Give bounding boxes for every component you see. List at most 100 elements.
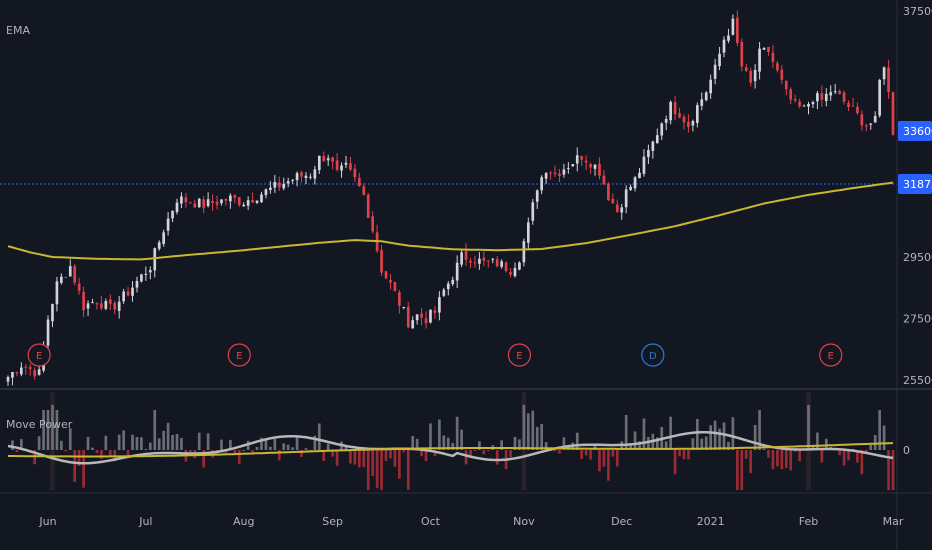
move-power-bar <box>277 450 281 461</box>
price-pane[interactable]: EMA E E E D E <box>0 10 897 386</box>
candle <box>171 210 174 219</box>
candle <box>598 163 601 176</box>
candle <box>51 304 54 322</box>
candle <box>126 291 130 296</box>
move-power-bar <box>171 434 174 450</box>
event-marker-label: E <box>36 351 42 362</box>
time-axis[interactable]: Jun Jul Aug Sep Oct Nov Dec 2021 Feb Mar <box>38 515 903 528</box>
candle <box>211 201 214 204</box>
move-power-bar <box>233 450 237 455</box>
candle <box>82 291 85 311</box>
candle <box>113 302 117 310</box>
candle <box>678 113 681 118</box>
move-power-bar <box>11 440 14 450</box>
move-power-bar <box>242 449 246 451</box>
move-power-bar <box>727 441 730 450</box>
ema-indicator-label[interactable]: EMA <box>6 24 30 37</box>
candle <box>402 306 406 308</box>
move-power-bar <box>633 431 637 450</box>
candle <box>793 99 797 101</box>
candle <box>464 251 468 260</box>
candle <box>580 156 584 160</box>
move-power-pane[interactable]: Move Power <box>6 392 895 490</box>
ema-line <box>7 181 894 261</box>
move-power-bar <box>535 426 539 450</box>
event-marker[interactable] <box>227 343 251 367</box>
move-power-bar <box>153 410 157 450</box>
move-power-bar <box>602 450 606 467</box>
move-power-bar <box>540 424 544 450</box>
move-power-bar <box>469 450 472 456</box>
move-power-bar <box>68 428 72 450</box>
move-power-bar <box>55 410 59 450</box>
move-power-bar <box>349 450 352 464</box>
candle <box>433 310 437 313</box>
candle <box>607 183 610 201</box>
candle <box>829 92 833 96</box>
price-badge-label: 33600 <box>903 125 932 138</box>
move-power-bar <box>335 450 339 466</box>
candle <box>469 260 472 263</box>
move-power-bar <box>464 450 468 465</box>
candle <box>798 101 801 107</box>
event-marker-label: E <box>828 351 834 362</box>
move-power-bar <box>700 438 704 450</box>
move-power-bar <box>286 444 290 450</box>
move-power-bar <box>744 450 748 459</box>
candle <box>567 167 570 169</box>
move-power-bar <box>260 437 263 450</box>
candle <box>11 372 14 378</box>
move-power-bar <box>611 450 615 457</box>
move-power-bar <box>522 405 526 450</box>
candle <box>642 156 646 174</box>
move-power-bar <box>838 450 841 456</box>
move-power-bar <box>753 425 757 450</box>
candle <box>282 183 286 189</box>
candle <box>651 141 655 151</box>
move-power-bar <box>406 450 410 490</box>
move-power-bar <box>375 450 379 489</box>
candle <box>406 306 410 328</box>
candle <box>593 164 597 169</box>
candle <box>246 200 250 206</box>
move-power-bar <box>366 450 370 490</box>
candle <box>655 135 659 144</box>
move-power-bar <box>878 410 881 450</box>
move-power-bar <box>322 450 326 461</box>
candle <box>762 48 766 50</box>
move-power-bar <box>704 436 708 450</box>
candle <box>807 103 810 107</box>
candle <box>478 258 481 264</box>
candle <box>744 67 748 71</box>
move-power-bar <box>562 437 566 450</box>
event-marker[interactable] <box>641 343 665 367</box>
event-marker-label: D <box>649 351 657 362</box>
candle <box>295 173 299 181</box>
move-power-label[interactable]: Move Power <box>6 418 73 431</box>
move-power-bar <box>642 418 646 450</box>
candle <box>175 202 179 213</box>
candle <box>851 105 855 107</box>
move-power-bar <box>678 450 681 457</box>
event-marker[interactable] <box>819 343 843 367</box>
price-axis[interactable]: 37500 29500 27500 25500 <box>903 5 932 387</box>
candle <box>713 64 717 79</box>
move-power-bar <box>758 410 761 450</box>
candle <box>251 200 254 203</box>
move-power-bar <box>718 428 721 450</box>
move-power-bar <box>624 414 628 450</box>
move-power-bar <box>313 435 317 450</box>
candle <box>615 204 619 212</box>
move-power-bar <box>629 444 632 450</box>
candle <box>15 371 19 374</box>
candle <box>442 289 446 296</box>
candle <box>602 175 606 185</box>
move-power-bar <box>740 450 744 490</box>
event-marker[interactable] <box>507 343 532 367</box>
move-power-bar <box>135 437 139 450</box>
move-power-bar <box>357 450 361 468</box>
event-marker[interactable] <box>27 343 51 367</box>
move-power-bar <box>424 450 428 462</box>
candle <box>117 301 121 311</box>
